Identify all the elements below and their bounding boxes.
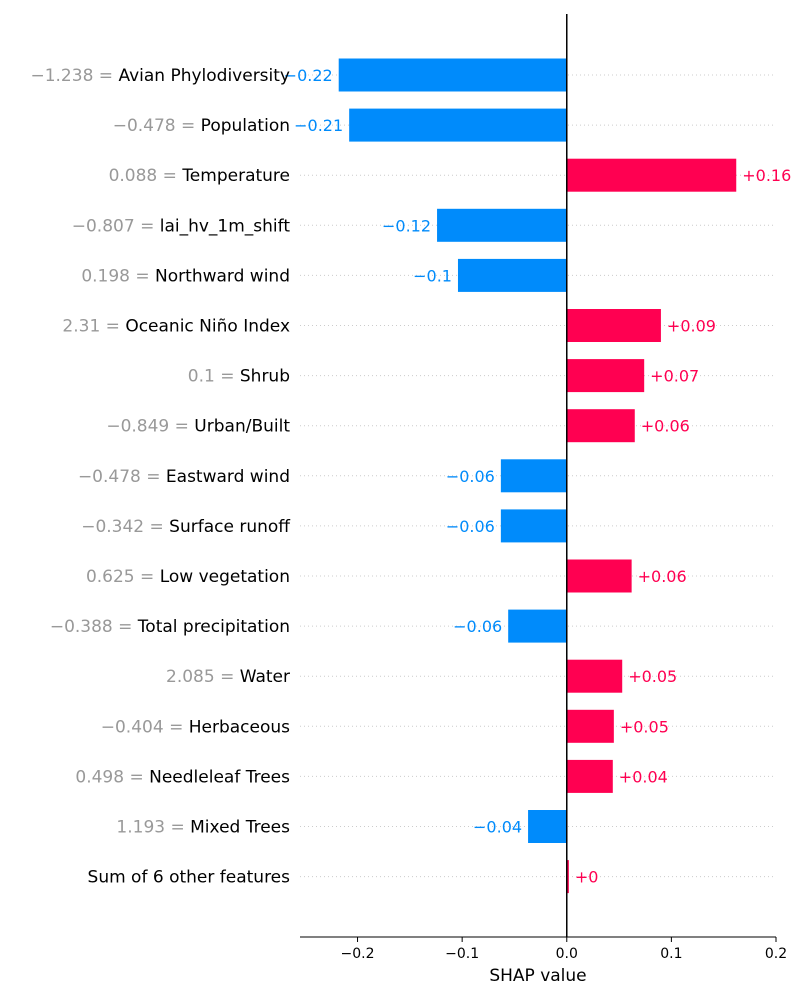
feature-name: lai_hv_1m_shift bbox=[160, 216, 291, 236]
shap-value-label: −0.06 bbox=[446, 517, 495, 536]
shap-value-label: −0.04 bbox=[473, 818, 522, 837]
feature-name: Total precipitation bbox=[137, 617, 290, 637]
shap-bar bbox=[566, 709, 614, 743]
shap-bar bbox=[457, 258, 567, 292]
feature-label: −0.388 = Total precipitation bbox=[50, 617, 290, 637]
shap-value-label: −0.06 bbox=[453, 617, 502, 636]
feature-label: −0.478 = Population bbox=[113, 116, 290, 136]
feature-label: −0.849 = Urban/Built bbox=[106, 417, 290, 437]
feature-label: 0.198 = Northward wind bbox=[81, 266, 290, 286]
x-tick-label: 0.0 bbox=[556, 946, 578, 962]
feature-name: Eastward wind bbox=[166, 467, 290, 487]
feature-value: −0.404 = bbox=[101, 717, 189, 737]
x-tick-label: −0.1 bbox=[445, 946, 479, 962]
shap-value-label: +0.07 bbox=[650, 367, 699, 386]
feature-value: −0.342 = bbox=[81, 517, 169, 537]
shap-value-label: +0.05 bbox=[628, 667, 677, 686]
feature-label: 0.625 = Low vegetation bbox=[86, 567, 290, 587]
shap-bar bbox=[566, 409, 635, 443]
feature-value: −1.238 = bbox=[30, 66, 118, 86]
x-tick-label: −0.2 bbox=[341, 946, 375, 962]
shap-value-label: +0.06 bbox=[641, 417, 690, 436]
feature-value: 0.498 = bbox=[75, 767, 149, 787]
feature-name: Water bbox=[240, 667, 290, 687]
feature-name: Herbaceous bbox=[189, 717, 290, 737]
shap-bar bbox=[508, 609, 567, 643]
shap-bar bbox=[566, 759, 613, 793]
x-tick-label: 0.2 bbox=[765, 946, 787, 962]
shap-bar bbox=[528, 810, 567, 843]
shap-value-label: +0 bbox=[575, 868, 599, 887]
shap-value-label: −0.22 bbox=[284, 66, 333, 85]
feature-label: 1.193 = Mixed Trees bbox=[116, 818, 290, 838]
x-axis: −0.2 −0.1 0.0 0.1 0.2 SHAP value bbox=[300, 936, 787, 986]
shap-value-label: +0.16 bbox=[742, 166, 791, 185]
feature-value: 0.1 = bbox=[188, 367, 240, 387]
feature-value: 2.31 = bbox=[62, 317, 125, 337]
feature-value: 0.625 = bbox=[86, 567, 160, 587]
feature-name: Low vegetation bbox=[160, 567, 290, 587]
shap-bar bbox=[500, 509, 567, 543]
shap-bar bbox=[566, 659, 623, 693]
feature-label: 2.31 = Oceanic Niño Index bbox=[62, 317, 290, 337]
feature-value: −0.478 = bbox=[78, 467, 166, 487]
feature-name: Northward wind bbox=[155, 266, 290, 286]
feature-value: −0.807 = bbox=[72, 216, 160, 236]
labels-layer: −0.22−1.238 = Avian Phylodiversity−0.21−… bbox=[30, 66, 791, 888]
shap-value-label: +0.05 bbox=[620, 717, 669, 736]
feature-label: −0.807 = lai_hv_1m_shift bbox=[72, 216, 291, 236]
feature-name: Needleleaf Trees bbox=[149, 767, 290, 787]
feature-label: −0.404 = Herbaceous bbox=[101, 717, 290, 737]
shap-value-label: −0.06 bbox=[446, 467, 495, 486]
feature-name: Surface runoff bbox=[169, 517, 291, 537]
bars-layer bbox=[338, 58, 737, 894]
feature-label: 0.088 = Temperature bbox=[109, 166, 290, 186]
feature-name: Sum of 6 other features bbox=[88, 868, 291, 888]
shap-value-label: −0.1 bbox=[413, 266, 452, 285]
feature-label: 2.085 = Water bbox=[166, 667, 290, 687]
feature-name: Shrub bbox=[240, 367, 290, 387]
x-ticks: −0.2 −0.1 0.0 0.1 0.2 bbox=[341, 937, 787, 962]
shap-bar bbox=[338, 58, 567, 92]
shap-bar bbox=[566, 860, 569, 894]
shap-value-label: −0.12 bbox=[382, 216, 431, 235]
feature-value: −0.388 = bbox=[50, 617, 138, 637]
feature-name: Temperature bbox=[181, 166, 290, 186]
feature-label: Sum of 6 other features bbox=[88, 868, 291, 888]
feature-label: 0.498 = Needleleaf Trees bbox=[75, 767, 290, 787]
shap-bar bbox=[566, 158, 737, 192]
feature-value: 2.085 = bbox=[166, 667, 240, 687]
feature-value: 0.088 = bbox=[109, 166, 183, 186]
shap-bar bbox=[500, 459, 567, 493]
shap-value-label: +0.09 bbox=[667, 317, 716, 336]
feature-name: Urban/Built bbox=[194, 417, 290, 437]
shap-value-label: +0.04 bbox=[619, 767, 668, 786]
x-tick-label: 0.1 bbox=[660, 946, 682, 962]
feature-name: Oceanic Niño Index bbox=[125, 317, 290, 337]
feature-label: −0.478 = Eastward wind bbox=[78, 467, 290, 487]
feature-value: −0.849 = bbox=[106, 417, 194, 437]
feature-name: Mixed Trees bbox=[190, 818, 290, 838]
feature-label: 0.1 = Shrub bbox=[188, 367, 290, 387]
shap-bar bbox=[437, 208, 567, 242]
feature-value: 0.198 = bbox=[81, 266, 155, 286]
feature-name: Population bbox=[201, 116, 290, 136]
feature-value: −0.478 = bbox=[113, 116, 201, 136]
feature-label: −0.342 = Surface runoff bbox=[81, 517, 291, 537]
feature-name: Avian Phylodiversity bbox=[118, 66, 290, 86]
x-axis-title: SHAP value bbox=[489, 966, 586, 986]
shap-bar bbox=[349, 108, 567, 142]
feature-label: −1.238 = Avian Phylodiversity bbox=[30, 66, 290, 86]
shap-bar bbox=[566, 309, 661, 342]
shap-bar bbox=[566, 359, 645, 393]
shap-bar bbox=[566, 559, 632, 593]
feature-value: 1.193 = bbox=[116, 818, 190, 838]
shap-value-label: −0.21 bbox=[294, 116, 343, 135]
shap-value-label: +0.06 bbox=[638, 567, 687, 586]
